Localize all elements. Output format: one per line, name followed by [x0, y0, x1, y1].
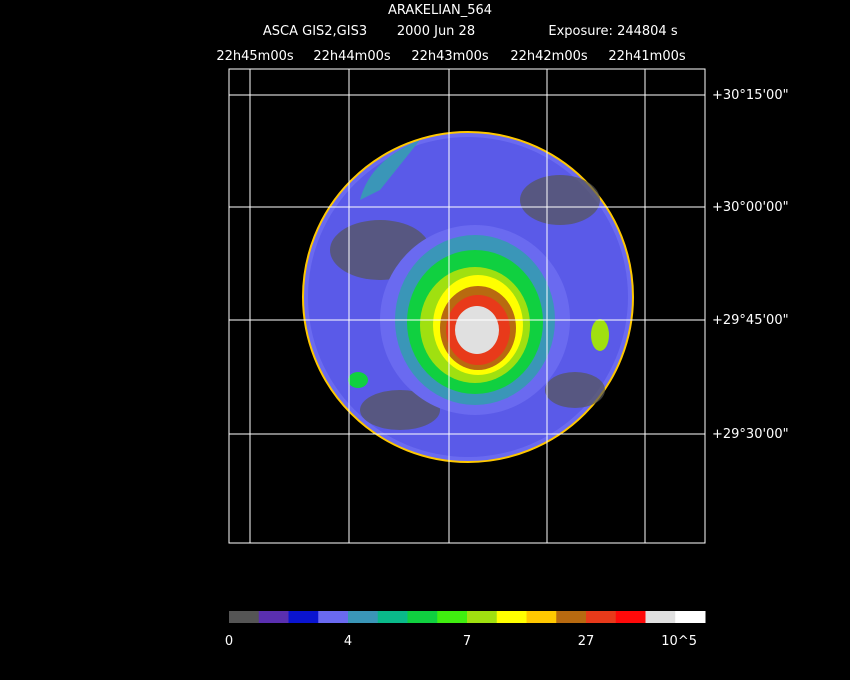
coordinate-grid — [229, 69, 705, 543]
colorbar-swatch — [467, 611, 498, 623]
dec-label: +29°30'00" — [712, 427, 789, 442]
sky-image — [302, 131, 634, 463]
colorbar-swatch — [615, 611, 646, 623]
colorbar-label: 0 — [225, 634, 233, 649]
colorbar-swatch — [526, 611, 557, 623]
colorbar-label: 10^5 — [661, 634, 697, 649]
colorbar-swatch — [496, 611, 527, 623]
colorbar-label: 27 — [578, 634, 595, 649]
ra-label: 22h42m00s — [510, 49, 588, 64]
ra-label: 22h44m00s — [313, 49, 391, 64]
dec-label: +30°15'00" — [712, 88, 789, 103]
colorbar-swatch — [556, 611, 587, 623]
colorbar-swatch — [258, 611, 289, 623]
colorbar-swatch — [645, 611, 676, 623]
dec-label: +30°00'00" — [712, 200, 789, 215]
colorbar-swatch — [348, 611, 379, 623]
colorbar-swatch — [229, 611, 260, 623]
instrument: ASCA GIS2,GIS3 — [263, 24, 367, 39]
ra-label: 22h43m00s — [411, 49, 489, 64]
colorbar-label: 7 — [463, 634, 471, 649]
colorbar-swatch — [377, 611, 408, 623]
colorbar-swatch — [318, 611, 349, 623]
dec-label: +29°45'00" — [712, 313, 789, 328]
ra-label: 22h41m00s — [608, 49, 686, 64]
colorbar-swatch — [407, 611, 438, 623]
colorbar-label: 4 — [344, 634, 352, 649]
ra-label: 22h45m00s — [216, 49, 294, 64]
date: 2000 Jun 28 — [397, 24, 475, 39]
colorbar-swatch — [675, 611, 706, 623]
colorbar-swatch — [586, 611, 617, 623]
frame — [228, 68, 706, 544]
colorbar-swatch — [288, 611, 319, 623]
colorbar-swatch — [437, 611, 468, 623]
title: ARAKELIAN_564 — [388, 3, 492, 18]
exposure: Exposure: 244804 s — [548, 24, 677, 39]
